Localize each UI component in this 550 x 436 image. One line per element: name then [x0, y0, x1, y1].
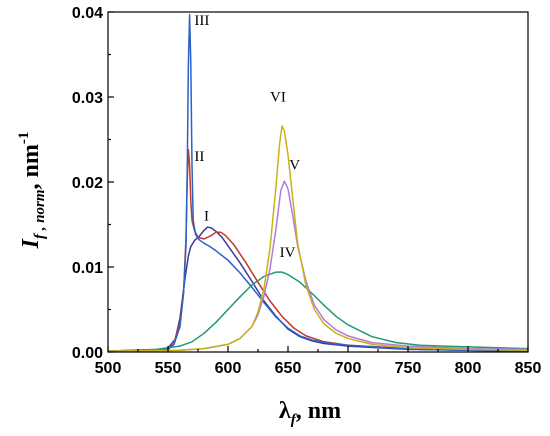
- y-axis-unit: , nm: [18, 144, 44, 189]
- x-tick-label: 700: [335, 360, 362, 377]
- series-line-I: [107, 226, 529, 352]
- plot-area-frame: [107, 11, 529, 353]
- y-axis-title: If , norm, nm-1: [16, 132, 48, 250]
- series-line-VI: [107, 125, 529, 352]
- x-axis-subscript: f: [291, 412, 298, 428]
- y-tick-label: 0.02: [72, 175, 103, 192]
- y-tick-label: 0.01: [72, 260, 103, 277]
- series-line-III: [107, 13, 529, 352]
- y-tick-label: 0.00: [72, 345, 103, 362]
- series-line-V: [107, 180, 529, 352]
- curve-label-III: III: [194, 13, 209, 29]
- x-tick-label: 650: [275, 360, 302, 377]
- x-axis-symbol: λ: [279, 398, 291, 424]
- y-tick-label: 0.03: [72, 90, 103, 107]
- x-tick-label: 600: [215, 360, 242, 377]
- curve-label-II: II: [194, 149, 204, 165]
- x-axis-title: λf, nm: [279, 398, 341, 428]
- axis-tick-layer: 500 550 600 650 700 750 800 850 0.00 0.01 0.02 0.03…: [72, 5, 542, 377]
- curve-label-I: I: [204, 208, 209, 224]
- y-axis-symbol: I: [18, 237, 44, 249]
- curve-label-IV: IV: [280, 245, 296, 261]
- y-tick-label: 0.04: [72, 5, 103, 22]
- x-tick-label: 850: [515, 360, 542, 377]
- y-axis-superscript: -1: [16, 132, 32, 145]
- x-tick-label: 800: [455, 360, 482, 377]
- series-line-IV: [107, 271, 529, 352]
- x-tick-label: 500: [95, 360, 122, 377]
- curve-label-VI: VI: [270, 89, 286, 105]
- series-line-II: [107, 148, 529, 352]
- x-tick-label: 550: [155, 360, 182, 377]
- x-axis-unit: , nm: [296, 398, 341, 424]
- series-layer: [107, 13, 529, 352]
- y-axis-subscript: f , norm: [32, 189, 48, 239]
- curve-label-V: V: [289, 157, 300, 173]
- x-tick-label: 750: [395, 360, 422, 377]
